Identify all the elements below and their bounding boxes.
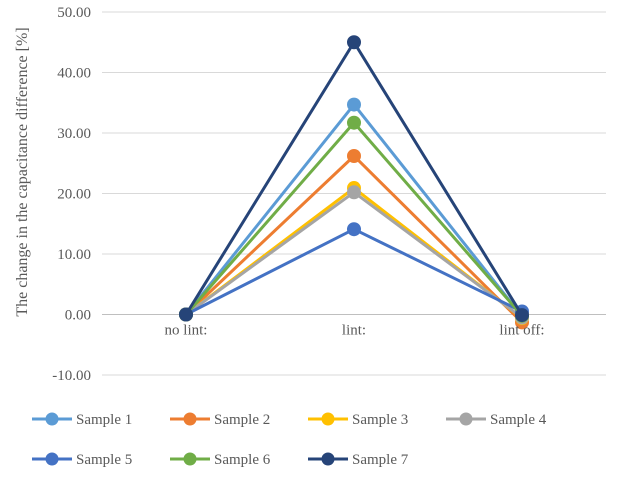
legend-item: Sample 6: [170, 452, 271, 468]
data-point: [515, 308, 529, 323]
data-point: [179, 307, 193, 322]
legend-item: Sample 3: [308, 412, 408, 428]
data-point: [347, 185, 361, 200]
y-tick-label: 50.00: [57, 5, 91, 21]
legend-item: Sample 7: [308, 452, 409, 468]
data-point: [347, 97, 361, 112]
legend-label: Sample 3: [352, 412, 408, 428]
y-tick-label: 0.00: [65, 308, 91, 324]
x-tick-label: no lint:: [165, 323, 208, 339]
legend-swatch-marker: [321, 412, 335, 426]
data-point: [347, 222, 361, 237]
legend-swatch-marker: [45, 412, 59, 426]
legend-item: Sample 4: [446, 412, 547, 428]
series-line: [184, 154, 524, 324]
y-tick-label: 10.00: [57, 247, 91, 263]
data-point: [347, 115, 361, 130]
data-point: [347, 148, 361, 163]
legend-swatch-marker: [321, 452, 335, 466]
y-axis-tick-labels: -10.00 0.00 10.00 20.00 30.00 40.00 50.00: [52, 5, 91, 384]
legend-item: Sample 1: [32, 412, 132, 428]
legend-label: Sample 1: [76, 412, 132, 428]
legend-label: Sample 4: [490, 412, 547, 428]
legend-swatch-marker: [459, 412, 473, 426]
series-4: [179, 185, 529, 325]
series-7: [179, 35, 529, 323]
legend-item: Sample 5: [32, 452, 132, 468]
legend-swatch-marker: [183, 452, 197, 466]
x-tick-label: lint:: [342, 323, 366, 339]
series-lines: [179, 35, 529, 330]
legend-label: Sample 2: [214, 412, 270, 428]
data-point: [347, 35, 361, 50]
x-tick-label: lint off:: [499, 323, 544, 339]
legend-item: Sample 2: [170, 412, 270, 428]
y-tick-label: 40.00: [57, 66, 91, 82]
y-tick-label: 20.00: [57, 187, 91, 203]
y-axis-title: The change in the capacitance difference…: [14, 27, 31, 316]
legend-label: Sample 6: [214, 452, 271, 468]
y-tick-label: 30.00: [57, 126, 91, 142]
legend-swatch-marker: [183, 412, 197, 426]
legend-label: Sample 5: [76, 452, 132, 468]
legend-swatch-marker: [45, 452, 59, 466]
x-axis-tick-labels: no lint: lint: lint off:: [165, 323, 545, 339]
y-tick-label: -10.00: [52, 368, 91, 384]
legend: Sample 1 Sample 2 Sample 3 Sample 4 Sample 5…: [32, 412, 547, 468]
series-line: [184, 103, 524, 318]
legend-label: Sample 7: [352, 452, 409, 468]
series-3: [179, 181, 529, 326]
